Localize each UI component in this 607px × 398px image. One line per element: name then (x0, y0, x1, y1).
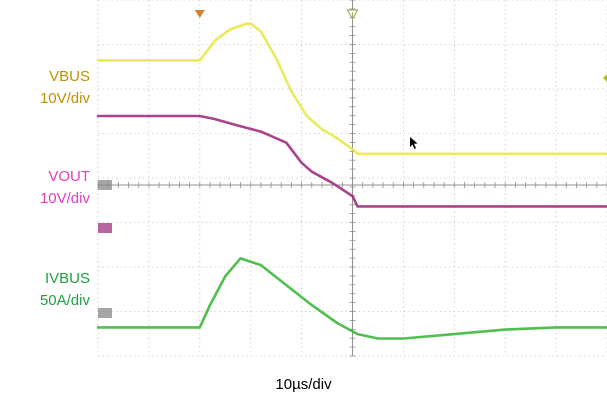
trace-vout (96, 114, 607, 208)
trace-ivbus (96, 257, 607, 340)
channel-label-ivbus: IVBUS 50A/div (30, 268, 90, 312)
ivbus-ground-marker (98, 308, 112, 318)
ivbus-scale: 50A/div (39, 292, 90, 309)
vbus-name: VBUS (49, 68, 90, 85)
vout-ground-marker (98, 223, 112, 233)
grid (97, 0, 607, 357)
channel-label-vout: VOUT 10V/div (30, 166, 90, 210)
trace-vbus (96, 22, 607, 156)
traces (96, 22, 607, 340)
channel-label-vbus: VBUS 10V/div (30, 66, 90, 110)
vbus-scale: 10V/div (39, 90, 90, 107)
mouse-pointer-icon (410, 137, 418, 149)
vout-scale: 10V/div (39, 190, 90, 207)
vout-name: VOUT (48, 168, 90, 185)
timebase-label: 10µs/div (275, 376, 332, 393)
vbus-offset-marker-right (603, 74, 607, 82)
channel-markers (98, 9, 607, 318)
vbus-ground-marker (98, 180, 112, 190)
ivbus-name: IVBUS (44, 270, 90, 287)
trigger-marker (194, 10, 205, 18)
